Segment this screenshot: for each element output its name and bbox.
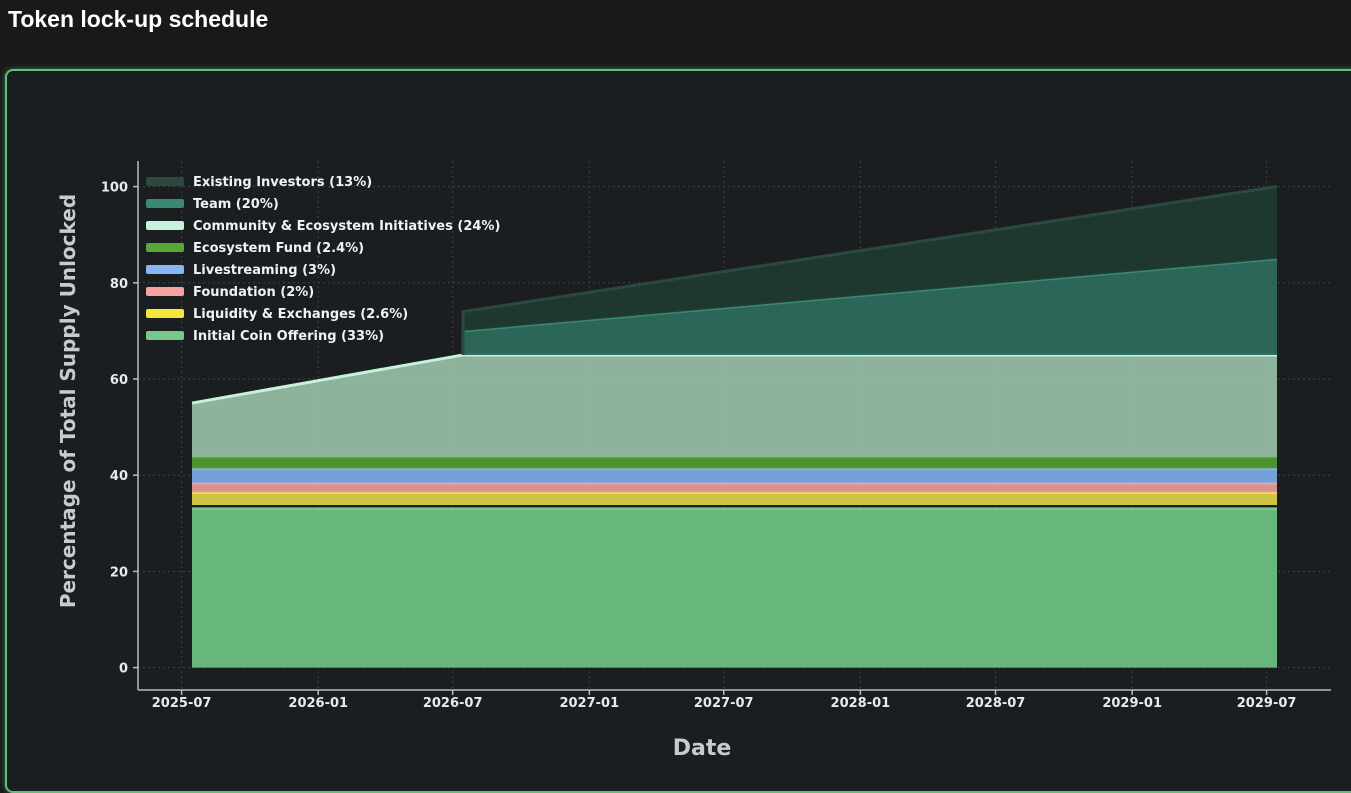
legend: Existing Investors (13%) Team (20%) Commun… [146, 175, 500, 344]
area-layer [191, 185, 1278, 668]
x-tick-label: 2027-07 [694, 696, 754, 711]
token-lockup-chart: 0 20 40 60 80 100 2025-07 2026-01 2026-07 2027-01… [56, 161, 1331, 761]
x-tick-label: 2025-07 [152, 696, 212, 711]
legend-label: Foundation (2%) [193, 285, 314, 300]
x-tick-label: 2029-07 [1237, 696, 1297, 711]
area-community-ecosystem-initiatives-24 [192, 354, 1277, 457]
area-initial-coin-offering-33 [192, 508, 1277, 668]
x-tick-label: 2026-07 [423, 696, 483, 711]
legend-swatch [146, 309, 184, 318]
y-tick-label: 60 [110, 373, 128, 388]
legend-label: Community & Ecosystem Initiatives (24%) [193, 219, 500, 234]
area-team-20 [463, 258, 1277, 355]
axis-layer: 0 20 40 60 80 100 2025-07 2026-01 2026-07 2027-01… [101, 161, 1331, 711]
page-title: Token lock-up schedule [8, 6, 269, 32]
chart-card: 0 20 40 60 80 100 2025-07 2026-01 2026-07 2027-01… [5, 69, 1351, 793]
legend-swatch [146, 221, 184, 230]
legend-swatch [146, 199, 184, 208]
legend-label: Ecosystem Fund (2.4%) [193, 241, 364, 256]
y-tick-label: 20 [110, 565, 128, 580]
y-tick-label: 80 [110, 277, 128, 292]
legend-swatch [146, 331, 184, 340]
legend-label: Livestreaming (3%) [193, 263, 336, 278]
area-existing-investors-13 [463, 186, 1277, 355]
x-tick-label: 2027-01 [559, 696, 619, 711]
x-tick-label: 2026-01 [288, 696, 348, 711]
x-tick-label: 2028-07 [966, 696, 1026, 711]
series-line [461, 185, 1278, 355]
legend-label: Initial Coin Offering (33%) [193, 329, 384, 344]
legend-label: Existing Investors (13%) [193, 175, 372, 190]
area-ecosystem-fund-2-4 [192, 456, 1277, 469]
y-tick-label: 0 [119, 662, 128, 677]
legend-label: Team (20%) [193, 197, 279, 212]
x-tick-label: 2029-01 [1102, 696, 1162, 711]
x-tick-label: 2028-01 [831, 696, 891, 711]
y-tick-label: 40 [110, 469, 128, 484]
legend-label: Liquidity & Exchanges (2.6%) [193, 307, 408, 322]
legend-swatch [146, 177, 184, 186]
area-liquidity-exchanges-2-6 [192, 492, 1277, 506]
y-tick-label: 100 [101, 181, 128, 196]
area-livestreaming-3 [192, 468, 1277, 483]
x-axis-title: Date [673, 736, 732, 761]
area-foundation-2 [192, 482, 1277, 493]
legend-swatch [146, 265, 184, 274]
y-axis-title: Percentage of Total Supply Unlocked [56, 194, 80, 608]
legend-swatch [146, 243, 184, 252]
legend-swatch [146, 287, 184, 296]
